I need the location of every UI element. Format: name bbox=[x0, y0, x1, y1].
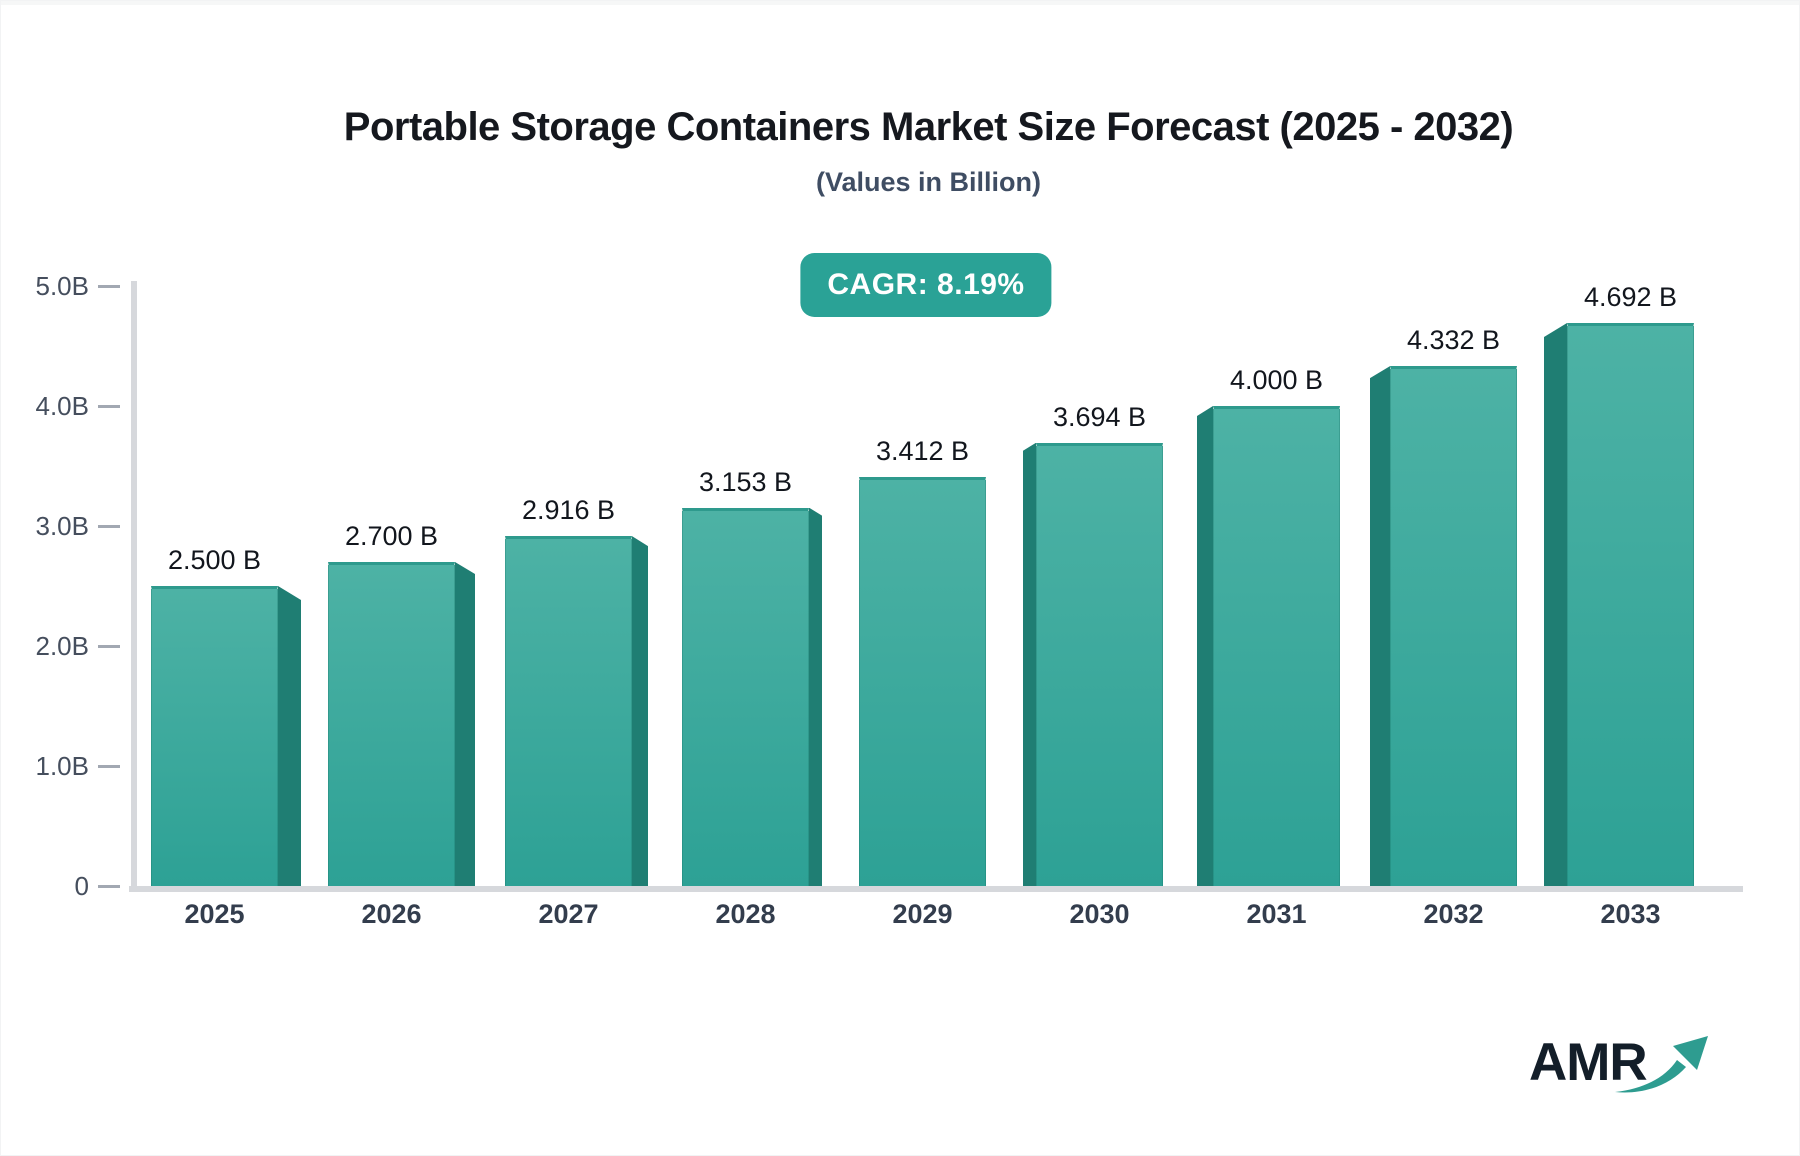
bar-side-2025 bbox=[278, 586, 301, 886]
y-tick-mark bbox=[98, 525, 120, 528]
chart-title: Portable Storage Containers Market Size … bbox=[343, 105, 1514, 149]
bar-value-2032: 4.332 B bbox=[1406, 325, 1501, 356]
top-edge-strip bbox=[1, 1, 1799, 5]
bar-face-2028 bbox=[682, 507, 809, 886]
bar-face-2030 bbox=[1036, 442, 1163, 886]
bar-face-2027 bbox=[505, 536, 632, 886]
bar-face-2026 bbox=[328, 562, 455, 886]
y-tick-mark bbox=[98, 405, 120, 408]
x-tick-label-2033: 2033 bbox=[1600, 899, 1661, 929]
bar-side-2033 bbox=[1544, 322, 1567, 886]
bar-face-2031 bbox=[1213, 406, 1340, 886]
amr-logo: AMR bbox=[1529, 1031, 1729, 1111]
x-tick-label-2030: 2030 bbox=[1069, 899, 1130, 929]
bar-side-2026 bbox=[455, 562, 475, 886]
x-tick-label-2025: 2025 bbox=[184, 899, 245, 929]
y-tick-mark bbox=[98, 285, 120, 288]
bar-side-2030 bbox=[1023, 442, 1036, 886]
bar-value-2031: 4.000 B bbox=[1229, 365, 1324, 395]
growth-arrow-icon bbox=[1615, 1036, 1708, 1093]
y-tick-label: 0 bbox=[74, 871, 89, 901]
y-tick-mark bbox=[98, 645, 120, 648]
y-tick-label: 2.0B bbox=[35, 631, 90, 661]
x-tick-label-2026: 2026 bbox=[361, 899, 422, 929]
bar-side-2028 bbox=[809, 507, 822, 886]
x-tick-label-2027: 2027 bbox=[538, 899, 599, 929]
bar-value-2033: 4.692 B bbox=[1583, 281, 1678, 312]
bar-face-2025 bbox=[151, 586, 278, 886]
y-tick-label: 4.0B bbox=[35, 391, 90, 421]
x-tick-label-2029: 2029 bbox=[892, 899, 953, 929]
y-axis-line bbox=[131, 281, 137, 892]
bar-value-2027: 2.916 B bbox=[521, 495, 616, 526]
bar-side-2032 bbox=[1370, 366, 1390, 886]
y-tick-label: 1.0B bbox=[35, 751, 90, 781]
y-tick-mark bbox=[98, 765, 120, 768]
bar-value-2030: 3.694 B bbox=[1052, 401, 1147, 432]
bar-value-2026: 2.700 B bbox=[344, 521, 439, 551]
bar-value-2025: 2.500 B bbox=[167, 545, 262, 575]
x-tick-label-2028: 2028 bbox=[715, 899, 776, 929]
x-axis-line bbox=[129, 886, 1743, 892]
bar-face-2033 bbox=[1567, 322, 1694, 886]
x-tick-label-2031: 2031 bbox=[1246, 899, 1307, 929]
chart-subtitle: (Values in Billion) bbox=[815, 167, 1042, 197]
bar-value-2029: 3.412 B bbox=[875, 435, 970, 466]
bar-face-2029 bbox=[859, 476, 986, 886]
bar-side-2027 bbox=[632, 536, 648, 886]
cagr-badge: CAGR: 8.19% bbox=[800, 253, 1052, 317]
bar-face-2032 bbox=[1390, 366, 1517, 886]
y-tick-label: 5.0B bbox=[35, 271, 90, 301]
amr-logo-text: AMR bbox=[1529, 1033, 1648, 1092]
bar-value-2028: 3.153 B bbox=[698, 466, 793, 497]
bar-side-2031 bbox=[1197, 406, 1213, 886]
x-tick-label-2032: 2032 bbox=[1423, 899, 1484, 929]
y-tick-mark bbox=[98, 885, 120, 888]
y-tick-label: 3.0B bbox=[35, 511, 90, 541]
